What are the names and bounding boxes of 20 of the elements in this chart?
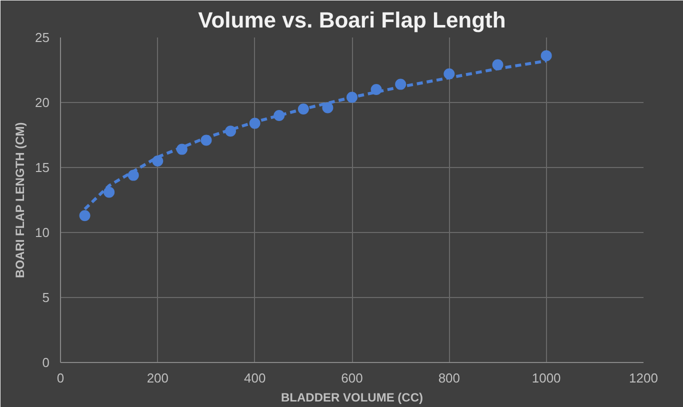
- y-tick-label: 5: [42, 290, 50, 305]
- point: [540, 50, 552, 62]
- x-tick-label: 1000: [532, 370, 561, 386]
- x-tick-label: 800: [438, 370, 460, 386]
- x-tick-label: 400: [244, 370, 266, 386]
- point: [322, 102, 334, 114]
- y-tick-label: 25: [35, 30, 50, 45]
- y-tick-label: 20: [35, 95, 50, 110]
- x-tick-label: 0: [56, 370, 64, 386]
- x-tick-label: 600: [341, 370, 363, 386]
- x-tick-label: 1200: [629, 370, 658, 386]
- y-tick-label: 10: [35, 225, 50, 240]
- y-tick-label: 15: [35, 160, 50, 175]
- point: [79, 210, 90, 222]
- x-axis-title: BLADDER VOLUME (CC): [281, 390, 424, 404]
- chart-title: Volume vs. Boari Flap Length: [198, 8, 506, 32]
- y-axis-title: BOARI FLAP LENGTH (CM): [13, 122, 28, 278]
- x-tick-label: 200: [146, 370, 169, 386]
- y-tick-label: 0: [42, 355, 50, 370]
- point: [104, 186, 115, 198]
